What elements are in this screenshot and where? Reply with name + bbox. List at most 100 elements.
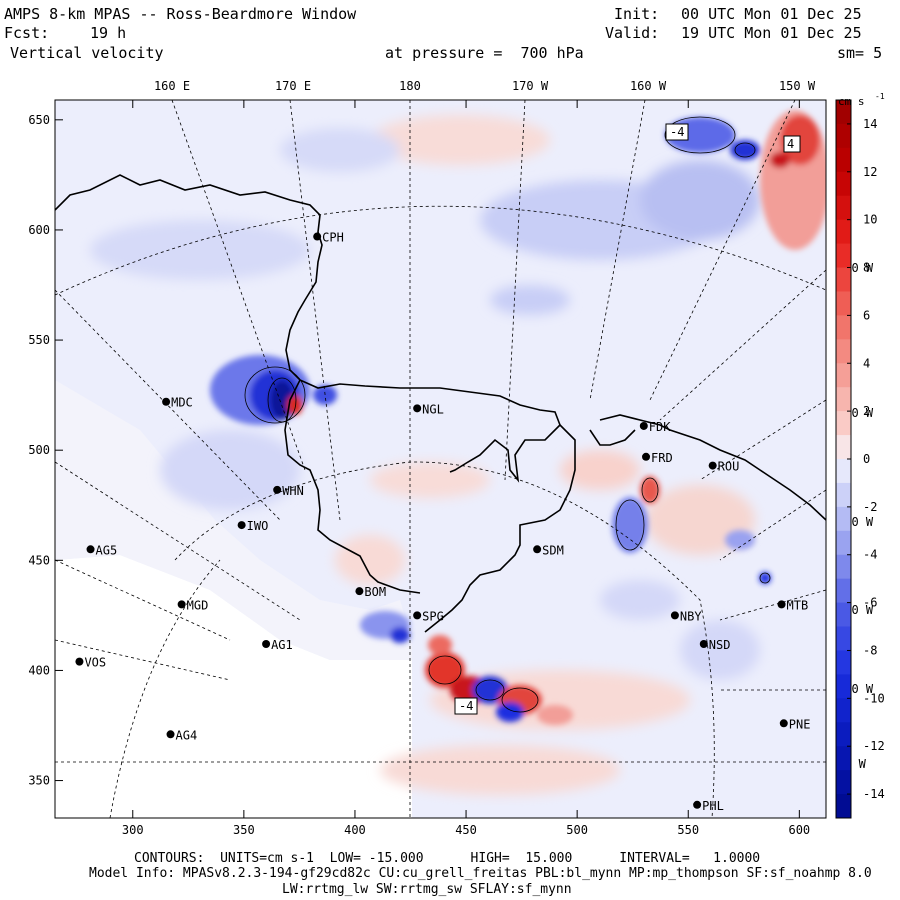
colorbar-tick-label: -14 (863, 787, 885, 801)
colorbar-tick-label: -10 (863, 691, 885, 705)
contour-box-labels: -4 4 -4 (454, 123, 801, 715)
station-label-frd: FRD (651, 451, 673, 465)
forecast-hours: 19 h (90, 24, 127, 42)
colorbar-segment (836, 459, 851, 484)
station-label-phl: PHL (702, 799, 724, 813)
station-marker-bom (355, 587, 364, 596)
map-field (55, 100, 826, 818)
station-marker-ag1 (262, 640, 271, 649)
longitude-label: 150 W (779, 79, 816, 93)
station-label-ag4: AG4 (176, 728, 198, 742)
station-label-mdc: MDC (171, 396, 193, 410)
colorbar-segment (836, 722, 851, 747)
y-axis: 650 600 550 500 450 400 350 (28, 113, 63, 788)
colorbar-segment (836, 219, 851, 245)
field-name: Vertical velocity (10, 44, 164, 62)
y-tick-label: 550 (28, 333, 50, 347)
colorbar-segment (836, 123, 851, 149)
init-label: Init: (614, 5, 660, 23)
x-tick-label: 350 (233, 823, 255, 837)
colorbar-units: cm s (838, 95, 865, 108)
y-tick-label: 400 (28, 663, 50, 677)
colorbar-tick-label: -4 (863, 548, 877, 562)
x-tick-label: 550 (677, 823, 699, 837)
colorbar-segment (836, 267, 851, 292)
y-tick-label: 450 (28, 553, 50, 567)
station-marker-frd (642, 452, 651, 461)
station-marker-ngl (413, 404, 422, 413)
colorbar-segment (836, 746, 851, 771)
station-label-bom: BOM (364, 585, 386, 599)
colorbar-tick-label: 8 (863, 261, 870, 275)
station-label-rou: ROU (718, 460, 740, 474)
colorbar-tick-label: 10 (863, 213, 877, 227)
x-tick-label: 300 (122, 823, 144, 837)
colorbar-tick-label: -6 (863, 596, 877, 610)
station-marker-whn (273, 485, 282, 494)
longitude-label: 170 E (275, 79, 311, 93)
contour-label-minus-4-south: -4 (459, 699, 473, 713)
colorbar-segment (836, 315, 851, 340)
station-marker-ag4 (166, 730, 175, 739)
smoothing-value: sm= 5 (837, 44, 883, 62)
station-marker-mtb (777, 600, 786, 609)
colorbar-tick-label: 4 (863, 356, 870, 370)
station-marker-iwo (237, 521, 246, 530)
colorbar-tick-label: 0 (863, 452, 870, 466)
colorbar-segment (836, 554, 851, 580)
station-label-vos: VOS (84, 656, 106, 670)
colorbar-segment (836, 435, 851, 460)
y-tick-label: 350 (28, 774, 50, 788)
colorbar-segment (836, 243, 851, 269)
station-label-fdk: FDK (649, 420, 671, 434)
colorbar-segment (836, 650, 851, 675)
colorbar-segment (836, 411, 851, 436)
colorbar-segment (836, 698, 851, 723)
longitude-label: 170 W (512, 79, 549, 93)
station-label-ag1: AG1 (271, 638, 293, 652)
station-label-mgd: MGD (187, 598, 209, 612)
contour-label-4: 4 (787, 137, 794, 151)
y-tick-label: 600 (28, 223, 50, 237)
station-label-pne: PNE (789, 717, 811, 731)
station-label-cph: CPH (322, 231, 344, 245)
station-marker-mgd (177, 600, 186, 609)
colorbar-tick-label: -2 (863, 500, 877, 514)
y-tick-label: 500 (28, 443, 50, 457)
station-marker-fdk (639, 421, 648, 430)
colorbar-segment (836, 506, 851, 532)
colorbar-segment (836, 291, 851, 316)
longitude-labels: 160 E 170 E 180 170 W 160 W 150 W (154, 79, 816, 93)
colorbar-segment (836, 171, 851, 197)
colorbar-segment (836, 770, 851, 795)
colorbar-segment (836, 195, 851, 221)
station-marker-cph (313, 232, 322, 241)
colorbar-tick-label: -12 (863, 739, 885, 753)
station-marker-mdc (162, 397, 171, 406)
station-label-nsd: NSD (709, 638, 731, 652)
colorbar-segment (836, 578, 851, 604)
x-tick-label: 500 (566, 823, 588, 837)
x-axis: 300 350 400 450 500 550 600 (122, 100, 810, 837)
station-label-sdm: SDM (542, 543, 564, 557)
colorbar-units-exponent: -1 (875, 92, 885, 101)
colorbar-segment (836, 100, 851, 125)
y-tick-label: 650 (28, 113, 50, 127)
longitude-label: 180 (399, 79, 421, 93)
station-label-ag5: AG5 (96, 543, 118, 557)
colorbar-tick-label: 14 (863, 117, 877, 131)
colorbar-segment (836, 674, 851, 699)
x-tick-label: 400 (344, 823, 366, 837)
contours-info: CONTOURS: UNITS=cm s-1 LOW= -15.000 HIGH… (134, 851, 761, 866)
station-label-whn: WHN (282, 484, 304, 498)
station-marker-pne (779, 719, 788, 728)
colorbar: 14 12 10 8 6 4 2 0 -2 -4 -6 -8 -10 -12 -14 (835, 99, 885, 819)
valid-label: Valid: (605, 24, 660, 42)
longitude-label: 160 W (630, 79, 667, 93)
station-label-nby: NBY (680, 609, 702, 623)
model-title: AMPS 8-km MPAS -- Ross-Beardmore Window (4, 5, 357, 23)
contour-label-minus-4: -4 (670, 125, 684, 139)
colorbar-tick-label: 6 (863, 308, 870, 322)
colorbar-segment (836, 626, 851, 651)
